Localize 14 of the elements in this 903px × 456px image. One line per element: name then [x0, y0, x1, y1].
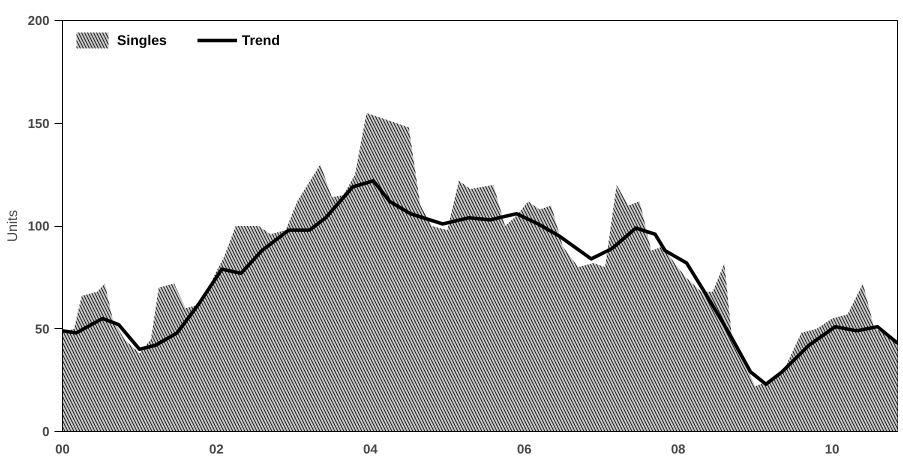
y-tick-label: 200: [28, 13, 50, 28]
y-tick-label: 100: [28, 218, 50, 234]
x-tick-label: 10: [824, 442, 840, 456]
legend-label: Singles: [117, 32, 167, 48]
x-tick-label: 00: [55, 442, 70, 456]
x-tick-label: 08: [670, 442, 686, 456]
y-tick-label: 50: [35, 321, 50, 336]
x-tick-label: 06: [517, 442, 532, 456]
y-tick-label: 0: [42, 424, 50, 439]
x-tick-label: 02: [209, 442, 224, 456]
legend-label: Trend: [242, 32, 280, 48]
x-tick-label: 04: [363, 442, 378, 456]
y-axis-title: Units: [4, 210, 20, 242]
y-tick-label: 150: [28, 116, 50, 131]
